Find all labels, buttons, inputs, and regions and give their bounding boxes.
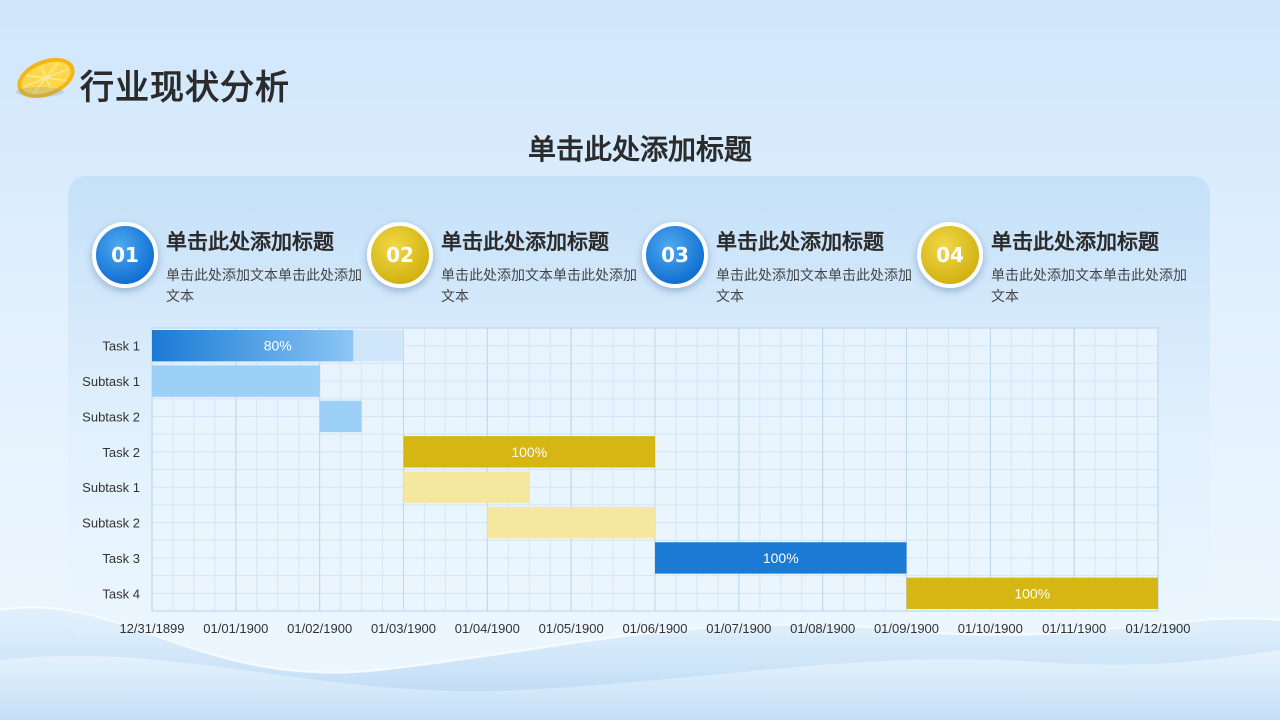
x-axis-tick-label: 01/09/1900 [874,621,939,636]
step-text: 单击此处添加文本单击此处添加文本 [991,268,1187,305]
x-axis-tick-label: 01/06/1900 [622,621,687,636]
subtask-bar [403,471,530,503]
page-title: 行业现状分析 [80,68,290,108]
subtask-bar [487,506,655,539]
y-axis-task-label: Task 1 [102,339,140,354]
chart-title: 单击此处添加标题 [527,133,752,166]
y-axis-task-label: Subtask 2 [82,516,140,531]
task-progress-label: 100% [763,550,799,566]
y-axis-task-label: Task 3 [102,551,140,566]
step-text: 单击此处添加文本单击此处添加文本 [441,268,637,305]
subtask-bar [152,365,320,397]
step-number-badge: 04 [917,222,983,288]
y-axis-task-label: Subtask 1 [82,374,140,389]
x-axis-tick-label: 01/10/1900 [958,621,1023,636]
x-axis-tick-label: 01/04/1900 [455,621,520,636]
x-axis-tick-label: 01/02/1900 [287,621,352,636]
step-4: 04 单击此处添加标题 单击此处添加文本单击此处添加文本 [917,220,1187,310]
x-axis-tick-label: 01/08/1900 [790,621,855,636]
y-axis-task-label: Task 2 [102,445,140,460]
step-title: 单击此处添加标题 [166,230,334,254]
x-axis-tick-label: 01/12/1900 [1125,621,1190,636]
step-number-badge: 03 [642,222,708,288]
lemon-slice-icon [16,57,75,99]
step-text: 单击此处添加文本单击此处添加文本 [716,268,912,305]
task-progress-label: 80% [264,338,292,354]
x-axis-tick-label: 01/01/1900 [203,621,268,636]
task-bar-progress [152,330,354,362]
x-axis-tick-label: 01/03/1900 [371,621,436,636]
subtask-bar [319,400,362,433]
task-bar [403,436,655,468]
x-axis-tick-label: 01/07/1900 [706,621,771,636]
step-1: 01 单击此处添加标题 单击此处添加文本单击此处添加文本 [92,220,362,310]
step-text: 单击此处添加文本单击此处添加文本 [166,268,362,305]
task-bar [906,577,1158,609]
step-title: 单击此处添加标题 [441,230,609,254]
plot-border [151,327,1159,612]
y-axis-task-label: Task 4 [102,586,140,601]
step-2: 02 单击此处添加标题 单击此处添加文本单击此处添加文本 [367,220,637,310]
x-axis-tick-label: 01/05/1900 [539,621,604,636]
x-axis-tick-label: 01/11/1900 [1042,621,1106,636]
task-bar [655,542,907,574]
y-axis-task-label: Subtask 2 [82,409,140,424]
step-number-badge: 01 [92,222,158,288]
step-3: 03 单击此处添加标题 单击此处添加文本单击此处添加文本 [642,220,912,310]
step-title: 单击此处添加标题 [991,230,1159,254]
y-axis-task-label: Subtask 1 [82,480,140,495]
step-title: 单击此处添加标题 [716,230,884,254]
x-axis-tick-label: 12/31/1899 [119,621,184,636]
step-number-badge: 02 [367,222,433,288]
task-progress-label: 100% [511,444,547,460]
task-progress-label: 100% [1014,585,1050,601]
